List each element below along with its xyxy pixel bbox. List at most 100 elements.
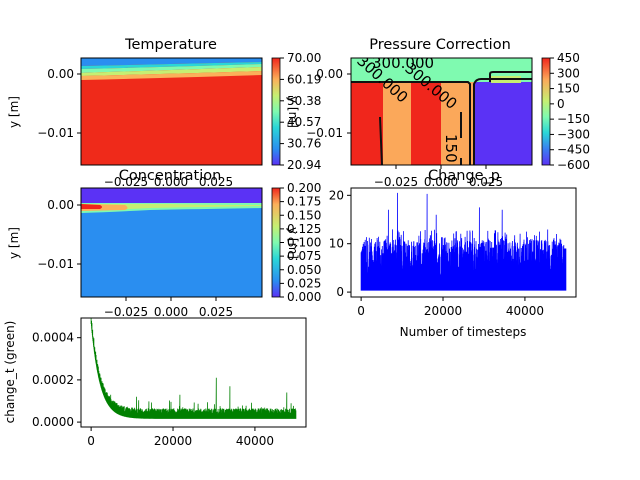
pressure-colorbar [541,57,551,166]
pressure-panel: Pressure Correction 300.000 300.000 150 … [306,37,590,189]
concentration-colorbar-tick-label: 0.125 [287,222,321,236]
change-p-xlabel: Number of timesteps [400,325,527,339]
pressure-colorbar-tick-label: 450 [557,51,580,65]
change-p-xtick-label: 40000 [506,304,544,318]
change-t-xtick-label: 0 [87,434,95,448]
concentration-panel: Concentration −0.025 0.000 0.025 0.00 −0… [7,168,321,319]
change-p-ytick-label: 20 [329,188,344,202]
concentration-colorbar [271,187,281,298]
change-t-ylabel: change_t (green) [3,321,17,424]
concentration-y-ticks: 0.00 −0.01 [37,198,81,271]
pressure-contour-label: 150 [442,134,460,163]
temperature-band-cold [81,58,262,66]
change-t-xtick-label: 40000 [236,434,274,448]
concentration-colorbar-tick-label: 0.075 [287,249,321,263]
concentration-ytick-label: 0.00 [47,198,74,212]
pressure-field: 300.000 300.000 150 300.000 [351,54,532,165]
temperature-title: Temperature [124,37,217,53]
pressure-colorbar-tick-label: −450 [557,143,590,157]
concentration-x-ticks: −0.025 0.000 0.025 [104,297,233,319]
temperature-colorbar-tick-label: 50.38 [287,94,321,108]
concentration-colorbar-tick-label: 0.200 [287,181,321,195]
change-t-ytick-label: 0.0004 [32,331,74,345]
change-t-ytick-label: 0.0002 [32,373,74,387]
pressure-colorbar-tick-label: −300 [557,127,590,141]
pressure-region-left [351,82,383,165]
pressure-ytick-label: −0.01 [306,126,343,140]
pressure-xtick-label-left: 0.000 [154,175,188,189]
temperature-field [81,58,262,165]
pressure-region-b [411,82,441,165]
pressure-contour-line [473,78,532,165]
concentration-colorbar-tick-label: 0.050 [287,263,321,277]
concentration-colorbar-tick-label: 0.150 [287,208,321,222]
temperature-colorbar-tick-label: 40.57 [287,115,321,129]
pressure-region-a [383,82,411,165]
temperature-colorbar-tick-label: 70.00 [287,51,321,65]
temperature-panel: Temperature 0.00 −0.01 y [m] 70.00 60.19 5… [7,37,321,172]
pressure-xtick-label: 0.025 [469,175,503,189]
temperature-y-ticks: 0.00 −0.01 [37,67,81,140]
pressure-colorbar-tick-label: 0 [557,97,565,111]
pressure-region-right [475,82,532,165]
change-p-series-line [360,192,567,291]
concentration-ylabel: y [m] [7,227,21,259]
pressure-colorbar-tick-label: 150 [557,82,580,96]
change-p-panel: Change_p 0 20000 40000 0 10 20 Number of time… [329,168,577,339]
change-t-xtick-label: 20000 [154,434,192,448]
temperature-band-cool [81,62,262,69]
temperature-band-hot [81,71,262,80]
concentration-colorbar-ticks: 0.2000.1750.1500.1250.1000.0750.0500.025… [280,181,321,304]
pressure-contour-line [489,71,532,82]
change-t-frame [80,317,307,428]
pressure-xtick-label-left: −0.025 [104,175,148,189]
temperature-ylabel: y [m] [7,96,21,128]
change-p-ytick-label: 0 [336,285,344,299]
temperature-frame [80,57,263,166]
temperature-ytick-label: −0.01 [37,126,74,140]
temperature-ytick-label: 0.00 [47,67,74,81]
pressure-contour-label: 300.000 [372,54,434,72]
temperature-band-mid [81,64,262,73]
change-p-ticks: 0 20000 40000 0 10 20 [329,188,544,318]
temperature-colorbar-ticks: 70.00 60.19 50.38 40.57 30.76 20.94 [280,51,321,172]
change-t-ticks: 0 20000 40000 0.0000 0.0002 0.0004 [32,331,274,448]
change-p-ytick-label: 10 [329,237,344,251]
concentration-xtick-label: −0.025 [104,305,148,319]
concentration-layer-high [81,204,262,211]
concentration-ytick-label: −0.01 [37,257,74,271]
temperature-colorbar-tick-label: 30.76 [287,137,321,151]
pressure-colorbar-tick-label: −150 [557,112,590,126]
change-p-xtick-label: 20000 [424,304,462,318]
pressure-x-ticks: −0.025 0.000 0.025 [374,165,503,189]
pressure-colorbar-tick-label: 300 [557,66,580,80]
pressure-y-ticks: 0.00 −0.01 [306,67,351,140]
change-t-ytick-label: 0.0000 [32,415,74,429]
concentration-colorbar-tick-label: 0.000 [287,290,321,304]
temperature-band-warm [81,67,262,76]
pressure-xtick-label-left: 0.025 [199,175,233,189]
temperature-colorbar-tick-label: 20.94 [287,158,321,172]
concentration-colorbar-tick-label: 0.175 [287,195,321,209]
change-p-title: Change_p [428,168,500,184]
concentration-colorbar-label: y [m] [286,227,300,259]
pressure-title: Pressure Correction [369,37,511,53]
pressure-xtick-label: −0.025 [374,175,418,189]
pressure-xtick-label: 0.000 [424,175,458,189]
concentration-title: Concentration [119,168,222,184]
concentration-colorbar-tick-label: 0.100 [287,236,321,250]
change-p-frame [350,187,577,298]
concentration-xtick-label: 0.025 [199,305,233,319]
pressure-colorbar-tick-label: −600 [557,158,590,172]
concentration-field [81,188,262,297]
concentration-top-band [81,188,262,203]
concentration-layer-max [81,204,102,209]
temperature-colorbar-tick-label: 60.19 [287,72,321,86]
concentration-colorbar-tick-label: 0.025 [287,276,321,290]
temperature-colorbar-label: y [m] [286,96,300,128]
pressure-ytick-label: 0.00 [316,67,343,81]
change-t-series-line [90,317,297,419]
pressure-contour-line [379,116,383,165]
